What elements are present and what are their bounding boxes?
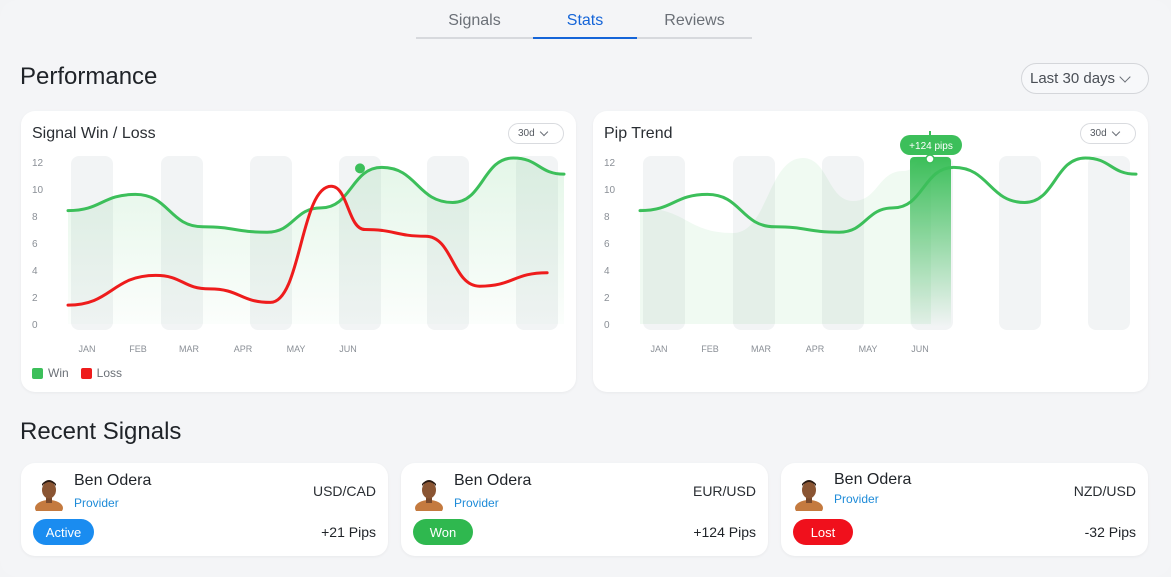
range-dropdown[interactable]: Last 30 days [1021, 63, 1149, 94]
win-area [68, 157, 564, 324]
x-tick-label: APR [234, 344, 253, 354]
currency-pair: EUR/USD [692, 483, 756, 499]
tab-reviews[interactable]: Reviews [664, 12, 725, 29]
provider-name[interactable]: Ben Odera [74, 472, 152, 489]
legend-label-win: Win [48, 366, 69, 380]
y-tick-label: 10 [32, 185, 44, 196]
tab-bar: Signals Stats Reviews [416, 8, 752, 39]
x-tick-label: JAN [650, 344, 667, 354]
pips-value: +21 Pips [321, 524, 376, 540]
y-tick-label: 2 [32, 293, 38, 304]
chart-legend: Win Loss [32, 366, 122, 380]
y-tick-label: 0 [32, 320, 38, 331]
x-tick-label: MAR [179, 344, 200, 354]
range-dropdown-label: Last 30 days [1030, 70, 1116, 87]
chart-range-dropdown[interactable]: 30d [1080, 123, 1136, 144]
provider-role: Provider [834, 492, 879, 506]
column-band [999, 156, 1041, 330]
signal-card[interactable]: Ben Odera Provider USD/CAD Active +21 Pi… [21, 463, 388, 556]
x-tick-label: MAY [859, 344, 878, 354]
x-tick-label: APR [806, 344, 825, 354]
x-tick-label: MAR [751, 344, 772, 354]
recent-signals-heading: Recent Signals [20, 418, 182, 445]
tooltip-dot [925, 154, 935, 164]
win-line [638, 156, 1138, 234]
status-badge: Lost [793, 519, 853, 545]
pips-value: -32 Pips [1084, 524, 1136, 540]
tab-signals[interactable]: Signals [448, 12, 501, 29]
chart-range-dropdown[interactable]: 30d [508, 123, 564, 144]
x-tick-label: MAY [287, 344, 306, 354]
highlight-bar [910, 157, 951, 327]
legend-swatch-win [32, 367, 43, 379]
chart-range-label: 30d [1090, 128, 1107, 139]
y-tick-label: 6 [604, 239, 610, 250]
win-loss-chart-card: Signal Win / Loss 30d 12 10 8 6 4 2 0 JAN FEB MAR… [21, 111, 576, 392]
tooltip-box [900, 135, 962, 155]
win-loss-chart: 12 10 8 6 4 2 0 JAN FEB MAR APR MAY JUN [32, 156, 566, 354]
chart-range-label: 30d [518, 128, 535, 139]
y-tick-label: 0 [604, 320, 610, 331]
chart-title: Pip Trend [604, 125, 673, 142]
currency-pair: NZD/USD [1073, 483, 1136, 499]
tab-stats[interactable]: Stats [533, 8, 637, 39]
pip-trend-chart: 12 10 8 6 4 2 0 JAN FEB MAR APR MAY JUN +124 pips [604, 131, 1138, 354]
win-line [66, 156, 566, 234]
legend-swatch-loss [80, 367, 92, 379]
column-band [822, 156, 864, 330]
x-tick-label: JUN [339, 344, 357, 354]
column-band [733, 156, 775, 330]
tooltip: +124 pips [900, 131, 962, 164]
y-tick-label: 8 [32, 212, 38, 223]
signal-card[interactable]: Ben Odera Provider EUR/USD Won +124 Pips [401, 463, 768, 556]
avatar [415, 480, 443, 511]
y-tick-label: 4 [604, 266, 610, 277]
column-band [1088, 156, 1130, 330]
provider-name[interactable]: Ben Odera [834, 471, 912, 488]
legend-item-loss: Loss [80, 366, 123, 380]
chevron-down-icon [1119, 70, 1131, 83]
provider-role: Provider [74, 496, 119, 510]
signal-card[interactable]: Ben Odera Provider NZD/USD Lost -32 Pips [781, 463, 1148, 556]
performance-heading: Performance [20, 63, 158, 90]
trend-area [640, 156, 931, 324]
x-tick-label: JUN [911, 344, 929, 354]
column-band [643, 156, 685, 330]
currency-pair: USD/CAD [312, 483, 376, 499]
legend-item-win: Win [32, 366, 69, 380]
y-tick-label: 2 [604, 293, 610, 304]
status-badge: Active [33, 519, 94, 545]
highlight-dot [355, 163, 365, 174]
provider-role: Provider [454, 496, 499, 510]
chart-title: Signal Win / Loss [32, 125, 156, 142]
avatar [795, 480, 823, 511]
status-badge: Won [413, 519, 473, 545]
avatar [35, 480, 63, 511]
tooltip-label: +124 pips [909, 141, 953, 152]
y-tick-label: 4 [32, 266, 38, 277]
x-tick-label: JAN [78, 344, 95, 354]
provider-name[interactable]: Ben Odera [454, 472, 532, 489]
x-tick-label: FEB [701, 344, 719, 354]
x-tick-label: FEB [129, 344, 147, 354]
pips-value: +124 Pips [693, 524, 756, 540]
y-tick-label: 12 [32, 158, 44, 169]
legend-label-loss: Loss [96, 366, 123, 380]
y-tick-label: 12 [604, 158, 616, 169]
y-tick-label: 8 [604, 212, 610, 223]
y-tick-label: 6 [32, 239, 38, 250]
y-tick-label: 10 [604, 185, 616, 196]
loss-line [66, 184, 549, 307]
pip-trend-chart-card: Pip Trend 30d 12 10 8 6 4 2 0 JAN FEB MAR APR MAY JU… [593, 111, 1148, 392]
